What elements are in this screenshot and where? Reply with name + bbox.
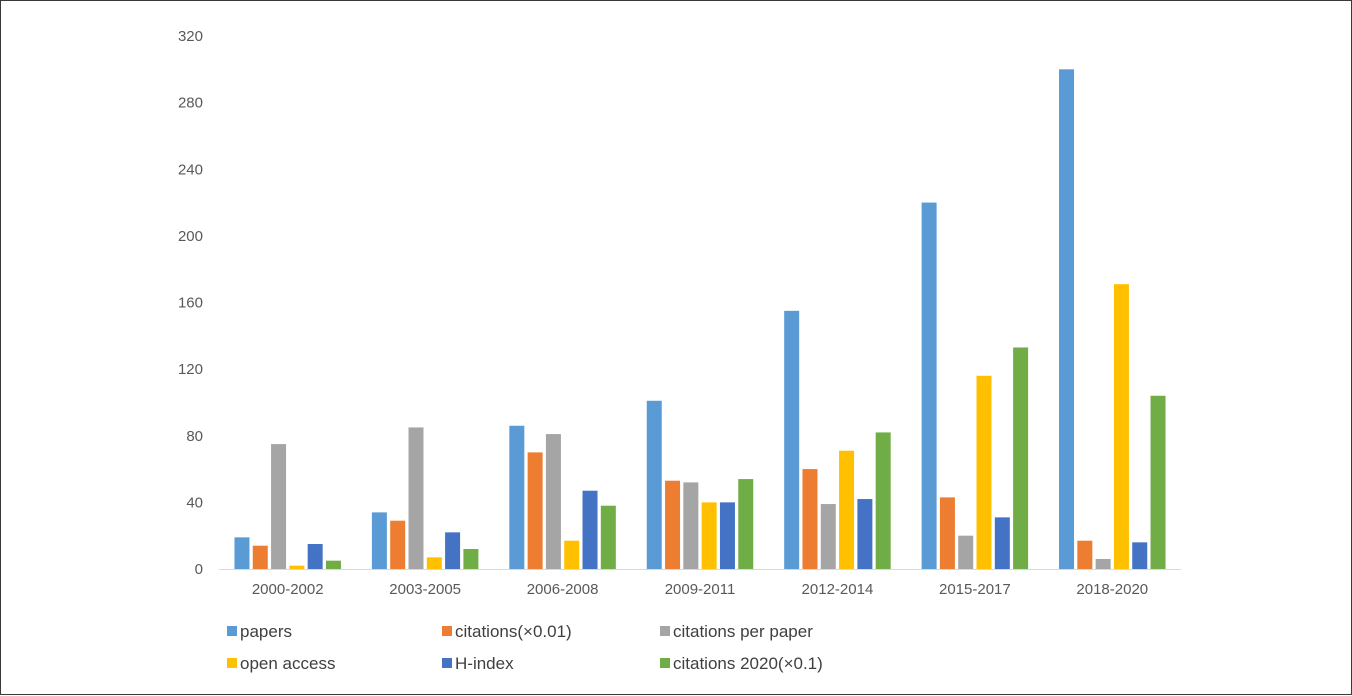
legend-label: papers: [240, 622, 292, 641]
bar: [307, 544, 323, 569]
bar: [325, 560, 341, 569]
bars: [234, 69, 1166, 569]
y-tick-label: 0: [195, 561, 203, 578]
y-tick-label: 160: [178, 295, 203, 312]
bar: [371, 512, 387, 569]
y-tick-label: 240: [178, 161, 203, 178]
bar: [857, 499, 873, 569]
legend-swatch: [442, 626, 452, 636]
bar: [1077, 540, 1093, 569]
bar: [408, 427, 424, 569]
legend-label: citations 2020(×0.1): [673, 654, 823, 673]
x-tick-label: 2009-2011: [665, 581, 736, 598]
bar: [921, 202, 937, 569]
x-tick-label: 2003-2005: [389, 581, 461, 598]
bar: [564, 540, 580, 569]
bar: [1150, 395, 1166, 569]
bar: [738, 479, 754, 569]
x-tick-label: 2000-2002: [252, 581, 324, 598]
bar: [701, 502, 717, 569]
legend-swatch: [660, 658, 670, 668]
bar: [582, 490, 598, 569]
bar: [784, 310, 800, 569]
x-axis-ticks: 2000-2002 2003-2005 2006-2008 2009-2011 2012…: [252, 581, 1148, 598]
legend-swatch: [442, 658, 452, 668]
y-tick-label: 120: [178, 361, 203, 378]
bar: [683, 482, 699, 569]
bar: [252, 545, 268, 569]
bar: [1013, 347, 1029, 569]
bar: [1113, 284, 1129, 569]
legend-label: H-index: [455, 654, 514, 673]
x-tick-label: 2015-2017: [939, 581, 1011, 598]
bar: [234, 537, 250, 569]
bar: [820, 504, 836, 569]
bar: [463, 549, 479, 569]
bar: [839, 450, 855, 569]
legend-swatch: [227, 658, 237, 668]
bar: [719, 502, 735, 569]
legend-label: open access: [240, 654, 335, 673]
y-axis-ticks: 0 40 80 120 160 200 240 280 320: [178, 28, 203, 578]
bar: [976, 375, 992, 569]
y-tick-label: 280: [178, 95, 203, 112]
y-tick-label: 320: [178, 28, 203, 45]
y-tick-label: 80: [186, 428, 203, 445]
bar: [271, 444, 287, 569]
bar: [509, 425, 525, 569]
bar: [390, 520, 406, 569]
legend-label: citations(×0.01): [455, 622, 572, 641]
legend-label: citations per paper: [673, 622, 813, 641]
bar: [802, 469, 818, 569]
bar: [994, 517, 1010, 569]
legend: papers citations(×0.01) citations per pape…: [227, 622, 823, 673]
bar: [939, 497, 955, 569]
x-tick-label: 2012-2014: [802, 581, 874, 598]
bar: [545, 434, 561, 569]
x-tick-label: 2006-2008: [527, 581, 599, 598]
bar: [527, 452, 543, 569]
bar: [1132, 542, 1148, 569]
y-tick-label: 40: [186, 494, 203, 511]
bar: [1059, 69, 1075, 569]
bar: [646, 400, 662, 569]
bar: [875, 432, 891, 569]
bar: [426, 557, 442, 569]
x-tick-label: 2018-2020: [1076, 581, 1148, 598]
bar: [665, 480, 681, 569]
bar: [289, 565, 305, 569]
bar: [1095, 559, 1111, 569]
legend-swatch: [227, 626, 237, 636]
y-tick-label: 200: [178, 228, 203, 245]
bar: [958, 535, 974, 569]
legend-swatch: [660, 626, 670, 636]
bar: [445, 532, 461, 569]
bar: [600, 505, 616, 569]
